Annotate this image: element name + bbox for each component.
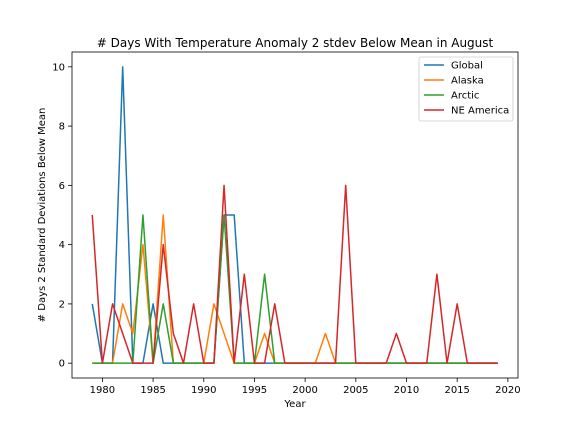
series-lines xyxy=(91,66,498,364)
x-tick-label: 1990 xyxy=(191,385,216,396)
legend-label-arctic: Arctic xyxy=(451,91,479,102)
y-tick-label: 4 xyxy=(59,240,65,251)
x-tick-label: 2010 xyxy=(394,385,419,396)
y-tick-label: 2 xyxy=(59,299,65,310)
legend: Global Alaska Arctic NE America xyxy=(418,56,514,122)
x-tick-label: 2020 xyxy=(495,385,520,396)
series-line-ne-america xyxy=(91,184,498,364)
x-axis-label: Year xyxy=(283,399,306,410)
legend-label-global: Global xyxy=(451,61,483,72)
legend-label-ne-america: NE America xyxy=(451,106,509,117)
x-tick-label: 1980 xyxy=(90,385,115,396)
x-axis: 1980 1985 1990 1995 2000 2005 2010 2015 2020 xyxy=(90,378,521,396)
chart-title: # Days With Temperature Anomaly 2 stdev … xyxy=(97,36,494,50)
x-tick-label: 2015 xyxy=(444,385,469,396)
y-axis: 0 2 4 6 8 10 xyxy=(52,62,72,370)
y-tick-label: 10 xyxy=(52,62,65,73)
legend-label-alaska: Alaska xyxy=(451,76,484,87)
plot-frame xyxy=(71,51,519,379)
x-tick-label: 2000 xyxy=(292,385,317,396)
x-tick-label: 1995 xyxy=(242,385,267,396)
y-tick-label: 0 xyxy=(59,359,65,370)
y-axis-label: # Days 2 Standard Deviations Below Mean xyxy=(37,108,48,323)
y-tick-label: 8 xyxy=(59,122,65,133)
legend-box xyxy=(418,56,514,122)
x-tick-label: 1985 xyxy=(140,385,165,396)
y-tick-label: 6 xyxy=(59,181,65,192)
x-tick-label: 2005 xyxy=(343,385,368,396)
